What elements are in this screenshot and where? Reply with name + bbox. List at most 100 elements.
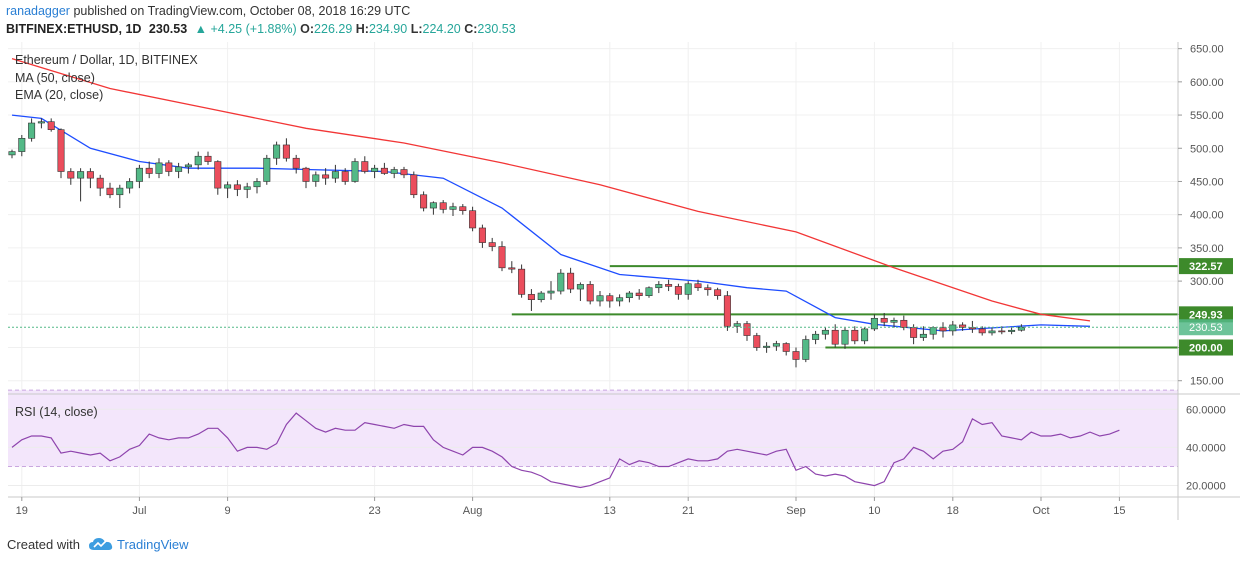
candle-body	[302, 167, 310, 182]
candle-body	[155, 162, 163, 174]
candle-body	[429, 202, 437, 209]
candle-body	[488, 242, 496, 247]
ema20-line	[11, 114, 1091, 332]
level-label: 249.93	[1189, 309, 1223, 321]
candle-body	[439, 202, 447, 210]
candle-body	[821, 329, 829, 335]
time-tick-label: 18	[947, 505, 959, 517]
candles	[8, 118, 1025, 368]
candle-body	[714, 289, 722, 297]
candle-body	[547, 290, 555, 294]
price-tick-label: 650.00	[1190, 44, 1224, 56]
candle-body	[18, 138, 26, 152]
current-price-label: 230.53	[1189, 322, 1223, 334]
candle-body	[400, 169, 408, 176]
candle-body	[665, 284, 673, 287]
symbol-line: BITFINEX:ETHUSD, 1D 230.53 ▲ +4.25 (+1.8…	[6, 22, 516, 36]
time-tick-label: 23	[368, 505, 380, 517]
candle-body	[910, 327, 918, 338]
time-tick-label: 9	[225, 505, 231, 517]
candle-body	[998, 330, 1006, 333]
high-label: H:	[355, 22, 369, 36]
author-link[interactable]: ranadagger	[6, 4, 70, 18]
tradingview-brand-link[interactable]: TradingView	[117, 537, 189, 552]
candle-body	[331, 171, 339, 179]
candle-body	[214, 161, 222, 189]
candle-body	[253, 181, 261, 188]
candle-body	[949, 324, 957, 332]
candle-body	[47, 121, 55, 130]
candle-body	[802, 339, 810, 360]
candle-body	[635, 292, 643, 297]
low-label: L:	[410, 22, 423, 36]
candle-body	[537, 292, 545, 300]
price-chart[interactable]: 150.00200.00250.00300.00350.00400.00450.…	[8, 42, 1240, 520]
price-tick-label: 500.00	[1190, 143, 1224, 155]
rsi-line	[11, 412, 1120, 489]
candle-body	[557, 272, 565, 292]
candle-body	[508, 267, 516, 270]
candle-body	[135, 167, 143, 182]
candle-body	[77, 171, 85, 179]
candle-body	[978, 328, 986, 334]
candle-body	[243, 186, 251, 190]
candle-body	[116, 187, 124, 196]
candle-body	[655, 284, 663, 289]
candle-body	[576, 284, 584, 290]
close-value: 230.53	[477, 22, 516, 36]
candle-body	[763, 345, 771, 348]
candle-body	[420, 194, 428, 209]
rsi-band	[8, 390, 1178, 467]
candle-body	[469, 210, 477, 229]
candle-body	[959, 324, 967, 328]
last-price: 230.53	[148, 22, 188, 36]
price-change: +4.25 (+1.88%)	[210, 22, 297, 36]
candle-body	[851, 329, 859, 342]
candle-body	[841, 329, 849, 345]
candle-body	[449, 206, 457, 210]
candle-body	[968, 327, 976, 330]
chart-area[interactable]: 150.00200.00250.00300.00350.00400.00450.…	[8, 42, 1240, 520]
candle-body	[263, 157, 271, 182]
candle-body	[126, 181, 134, 189]
candle-body	[606, 295, 614, 302]
candle-body	[861, 328, 869, 342]
price-axis[interactable]: 150.00200.00250.00300.00350.00400.00450.…	[1178, 44, 1224, 388]
high-value: 234.90	[368, 22, 408, 36]
candle-body	[57, 129, 65, 172]
candle-body	[233, 184, 241, 190]
candle-body	[459, 206, 467, 211]
candle-body	[900, 319, 908, 328]
time-tick-label: Jul	[132, 505, 146, 517]
up-arrow-icon: ▲	[194, 22, 208, 36]
chart-header: ranadagger published on TradingView.com,…	[0, 0, 1240, 42]
candle-body	[86, 171, 94, 179]
candle-body	[919, 333, 927, 338]
candle-body	[292, 157, 300, 169]
candle-body	[743, 323, 751, 336]
legend-ma: MA (50, close)	[15, 71, 95, 85]
candle-body	[831, 329, 839, 345]
rsi-tick-label: 60.0000	[1186, 404, 1226, 416]
rsi-axis[interactable]: 20.0000 40.0000 60.0000	[1186, 404, 1226, 492]
candle-body	[361, 161, 369, 172]
rsi-grid	[8, 389, 1178, 487]
candle-body	[478, 227, 486, 243]
candle-body	[390, 169, 398, 174]
candle-body	[96, 177, 104, 189]
level-label-box	[1179, 339, 1233, 356]
candle-body	[371, 167, 379, 172]
candle-body	[527, 294, 535, 300]
candle-body	[37, 121, 45, 124]
candle-body	[890, 319, 898, 323]
published-text: published on TradingView.com, October 08…	[73, 4, 411, 18]
time-tick-label: 19	[16, 505, 28, 517]
candle-body	[273, 144, 281, 159]
candle-body	[792, 351, 800, 360]
price-tick-label: 300.00	[1190, 276, 1224, 288]
legend-rsi: RSI (14, close)	[15, 405, 98, 419]
time-axis[interactable]: 19 Jul 9 23 Aug 13 21 Sep 10 18 Oct 15	[16, 497, 1126, 517]
candle-body	[204, 155, 212, 162]
candle-body	[341, 171, 349, 182]
candle-body	[772, 343, 780, 347]
